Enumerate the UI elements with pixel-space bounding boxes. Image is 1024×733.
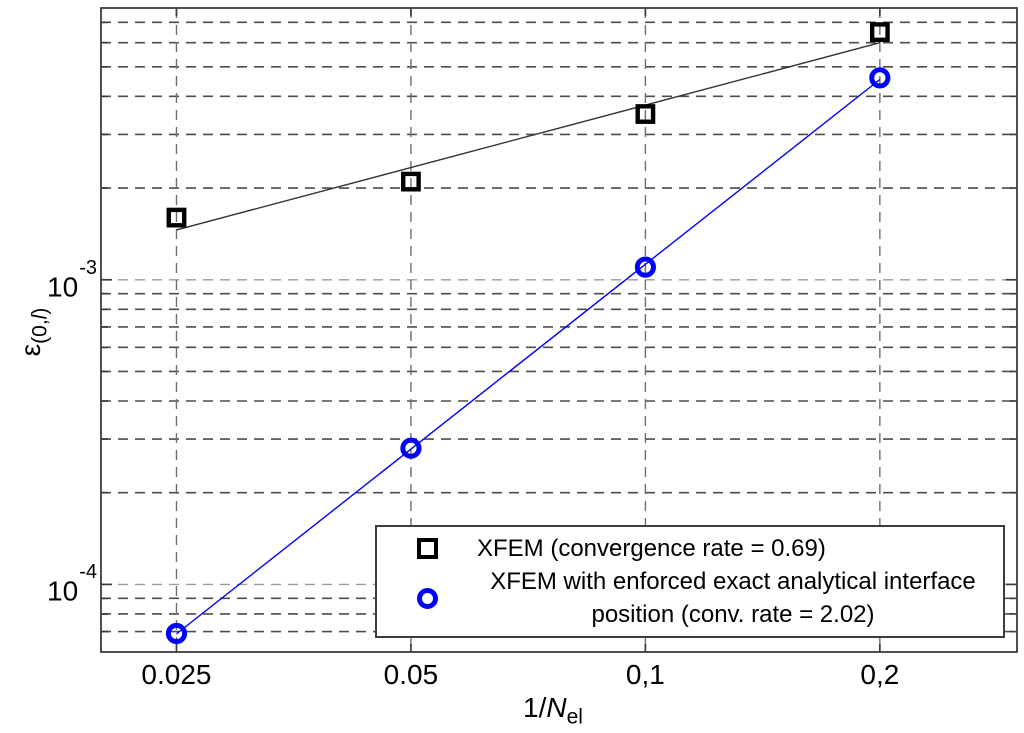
legend-marker-cell (377, 538, 477, 559)
x-tick-label: 0,1 (625, 659, 665, 690)
legend-marker-cell (377, 587, 477, 609)
legend-square-marker-icon (416, 538, 438, 559)
fit-lines (176, 42, 881, 635)
legend-circle-marker-icon (416, 587, 438, 609)
x-tick-label: 0.025 (141, 659, 212, 690)
y-axis-label: ε(0,l) (15, 307, 52, 357)
legend-entry-xfem-exact: XFEM with enforced exact analytical inte… (377, 565, 1003, 631)
legend-label-xfem: XFEM (convergence rate = 0.69) (477, 535, 826, 562)
axis-ticks (101, 8, 1017, 652)
x-axis-label: 1/Nel (523, 692, 583, 729)
axes-box (100, 7, 1018, 653)
y-tick-label: 10-3 (47, 256, 97, 303)
legend-label-xfem-exact: XFEM with enforced exact analytical inte… (490, 568, 976, 628)
data-markers (165, 22, 891, 645)
legend: XFEM (convergence rate = 0.69) XFEM with… (375, 525, 1005, 638)
legend-entry-xfem: XFEM (convergence rate = 0.69) (377, 532, 1003, 565)
x-tick-label: 0,2 (860, 659, 900, 690)
y-tick-label: 10-4 (47, 561, 97, 607)
x-tick-label: 0.05 (383, 659, 439, 690)
